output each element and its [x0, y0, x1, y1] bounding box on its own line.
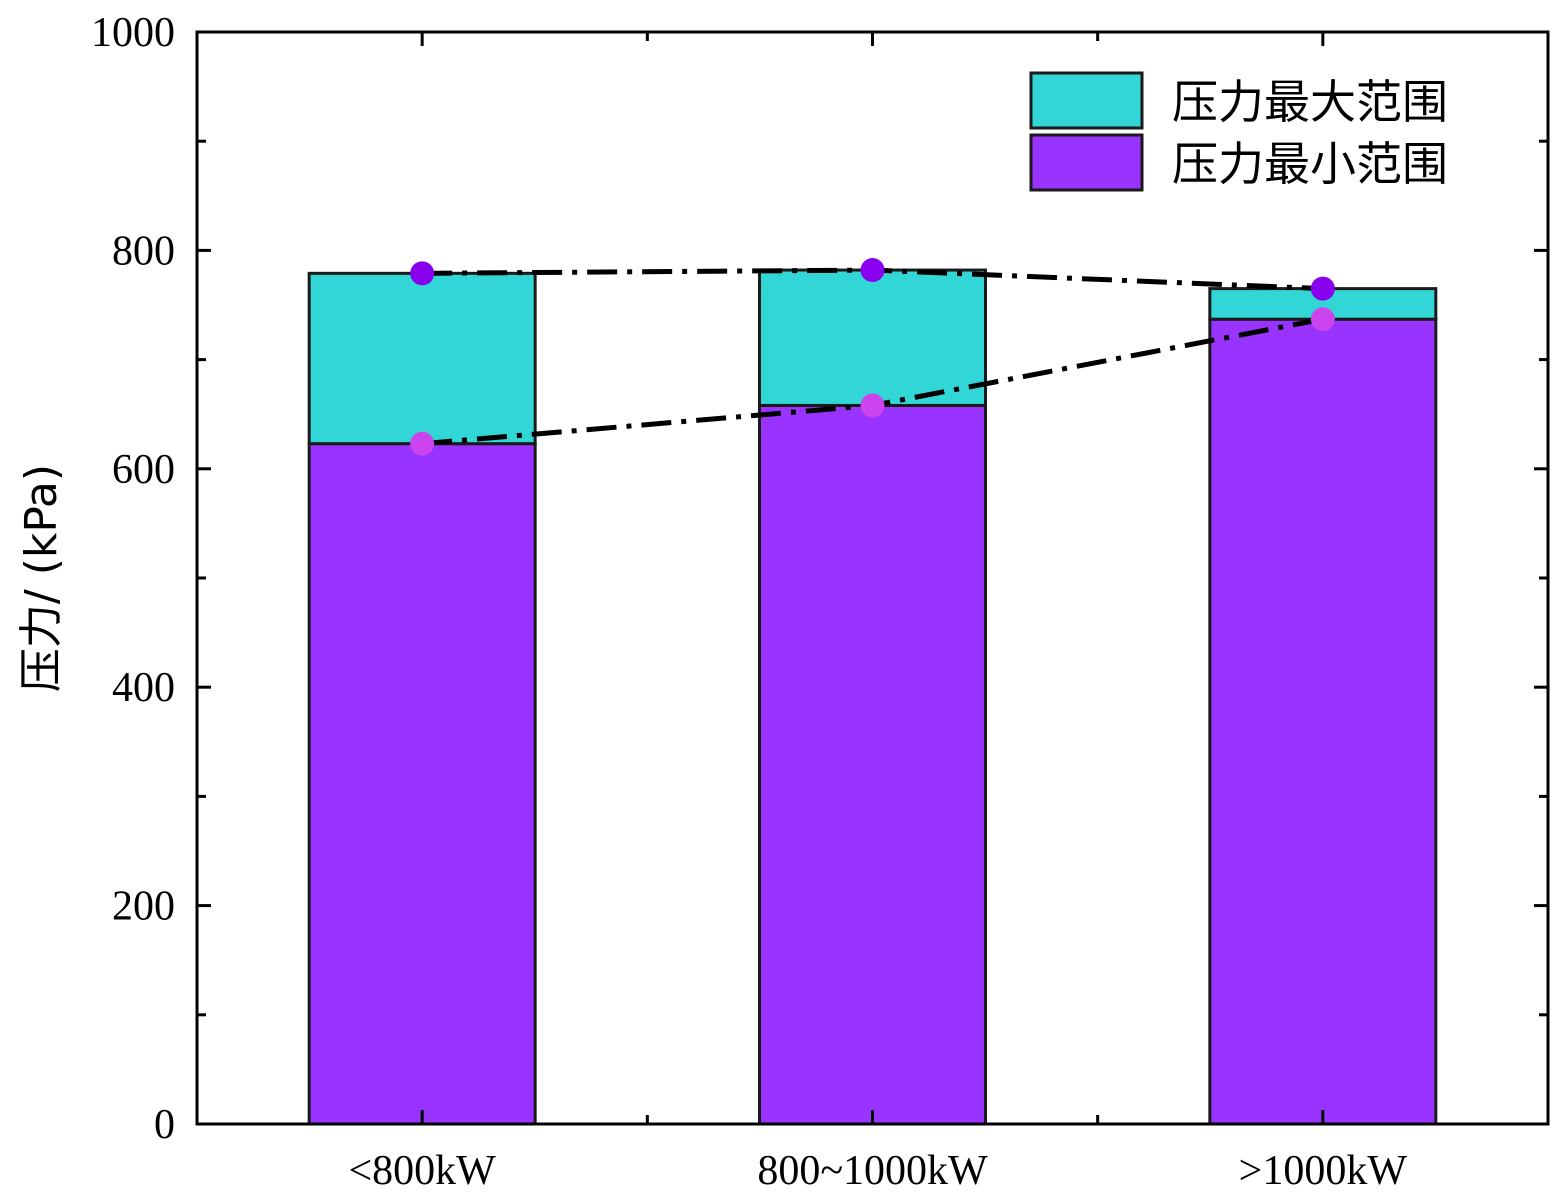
- labels-layer: 0 200 400 600 800 1000 <800kW 800~1000kW >1000kW…: [16, 10, 1407, 1194]
- trend-point-0-2: [1310, 276, 1335, 301]
- y-tick-label: 800: [112, 228, 175, 274]
- bar-min-1: [758, 403, 987, 1126]
- legend-label-min: 压力最小范围: [1172, 137, 1448, 191]
- x-category-label: >1000kW: [1239, 1148, 1408, 1194]
- bar-min-0: [307, 442, 537, 1126]
- trend-point-1-2: [1310, 307, 1335, 332]
- y-tick-label: 200: [112, 884, 175, 930]
- legend-swatch-max: [1029, 71, 1144, 130]
- trend-point-0-0: [410, 261, 435, 286]
- trend-point-0-1: [860, 258, 885, 283]
- y-tick-label: 1000: [91, 10, 175, 56]
- axes-layer: [195, 30, 1550, 1126]
- bar-max-1: [758, 268, 987, 407]
- y-tick-label: 400: [112, 665, 175, 711]
- y-tick-label: 0: [154, 1102, 175, 1148]
- legend-label-max: 压力最大范围: [1172, 75, 1448, 129]
- trend-point-1-0: [410, 431, 435, 456]
- bar-min-2: [1208, 317, 1438, 1126]
- y-tick-label: 600: [112, 447, 175, 493]
- x-category-label: <800kW: [349, 1148, 497, 1194]
- x-category-label: 800~1000kW: [757, 1148, 988, 1194]
- y-axis-title: 压力/ (kPa): [16, 464, 67, 692]
- legend-swatch-min: [1029, 133, 1144, 192]
- bar-max-0: [307, 271, 537, 446]
- overlay-lines-layer: [410, 258, 1335, 456]
- trend-point-1-1: [860, 393, 885, 418]
